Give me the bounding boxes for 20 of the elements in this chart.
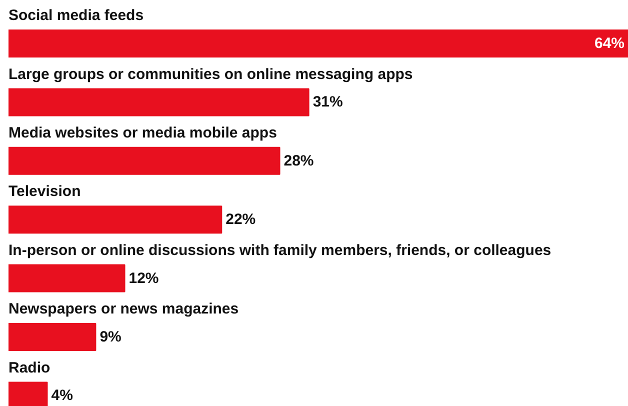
y-tick-label: Social media feeds	[8, 7, 144, 24]
data-label: 4%	[51, 387, 73, 404]
data-label: 9%	[100, 328, 122, 346]
data-label: 28%	[284, 152, 314, 170]
bar	[8, 323, 96, 351]
data-label: 64%	[594, 35, 625, 52]
y-tick-label: Television	[8, 183, 81, 200]
data-label: 12%	[128, 270, 159, 287]
y-tick-label: Media websites or media mobile apps	[8, 124, 277, 142]
y-tick-label: Newspapers or news magazines	[8, 300, 239, 318]
data-label: 22%	[226, 211, 256, 228]
bar	[8, 30, 628, 58]
bar	[8, 264, 126, 292]
y-tick-label: Large groups or communities on online messaging apps	[8, 66, 413, 83]
bar	[8, 88, 310, 116]
data-label: 31%	[312, 94, 343, 111]
bar	[8, 146, 280, 175]
bar	[8, 206, 222, 234]
y-tick-label: Radio	[8, 359, 50, 376]
y-tick-label: In-person or online discussions with family members, friends, or colleagues	[8, 242, 552, 259]
